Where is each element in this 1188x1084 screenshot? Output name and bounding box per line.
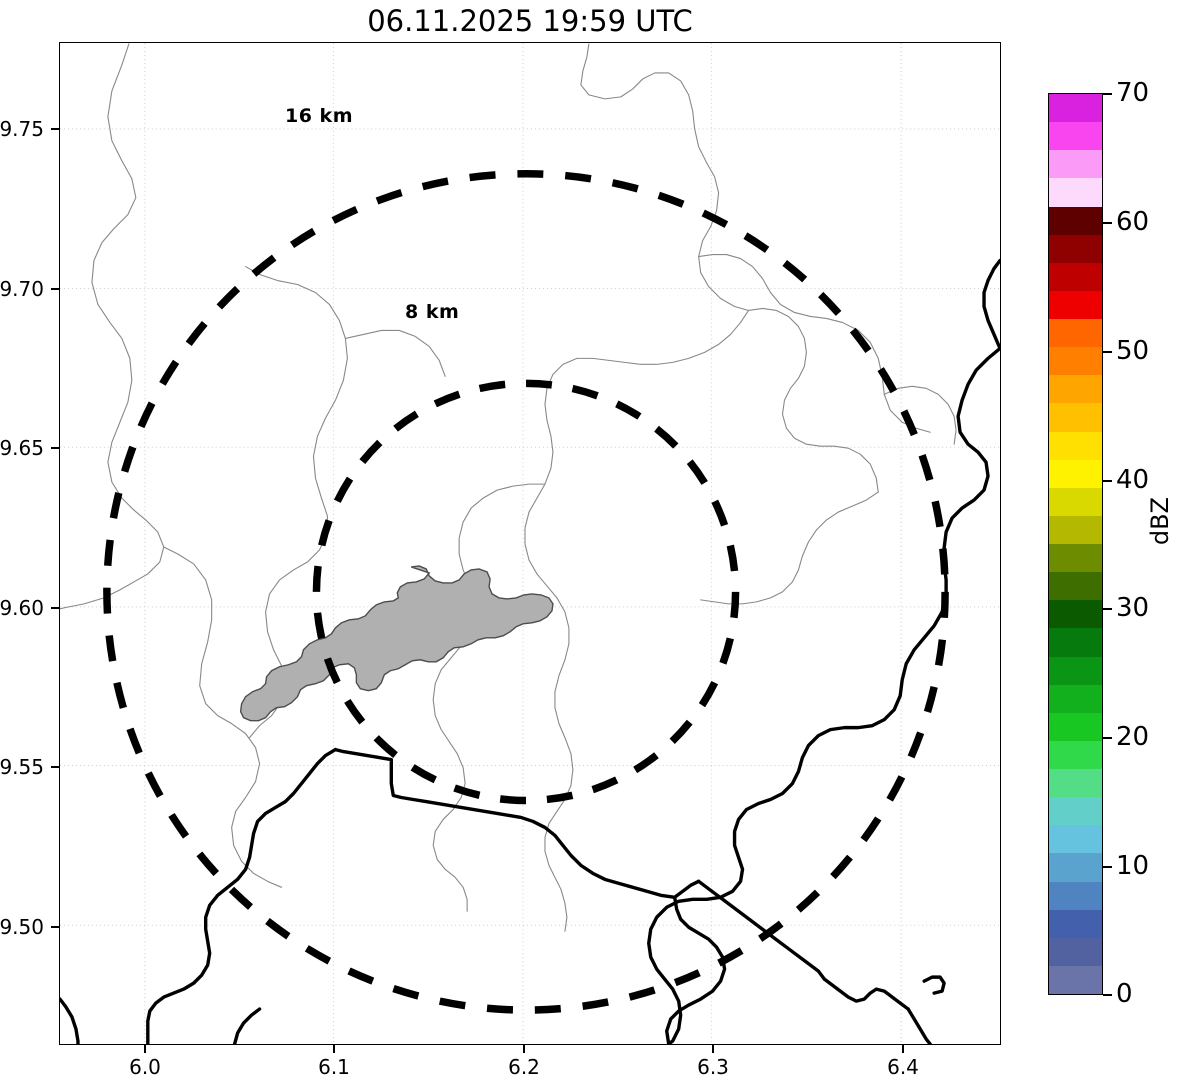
- colorbar-swatch: [1049, 797, 1102, 826]
- colorbar-swatch: [1049, 909, 1102, 938]
- cbar-tick-60: [1103, 222, 1112, 224]
- xtick-mark: [144, 1045, 146, 1053]
- ytick-label-49-65: 49.65: [0, 436, 44, 460]
- ytick-label-49-70: 49.70: [0, 277, 44, 301]
- ytick-label-49-75: 49.75: [0, 117, 44, 141]
- cbar-tick-40: [1103, 480, 1112, 482]
- cbar-tick-label-70: 70: [1116, 78, 1150, 108]
- colorbar-swatch: [1049, 290, 1102, 319]
- xtick-label-6-3: 6.3: [697, 1055, 729, 1079]
- range-ring-label-8km: 8 km: [405, 301, 460, 323]
- colorbar-swatch: [1049, 544, 1102, 573]
- xtick-mark: [902, 1045, 904, 1053]
- admin-borders: [60, 43, 957, 932]
- cbar-tick-label-50: 50: [1116, 336, 1150, 366]
- colorbar-swatch: [1049, 712, 1102, 741]
- map-canvas: [60, 43, 1000, 1044]
- colorbar-swatch: [1049, 656, 1102, 685]
- colorbar-swatch: [1049, 769, 1102, 798]
- cbar-tick-0: [1103, 994, 1112, 996]
- national-border: [60, 258, 1000, 1044]
- gridlines: [60, 43, 1000, 1044]
- range-ring-label-16km: 16 km: [285, 105, 353, 127]
- colorbar-swatch: [1049, 628, 1102, 657]
- page-title: 06.11.2025 19:59 UTC: [367, 4, 693, 38]
- colorbar-swatch: [1049, 572, 1102, 601]
- xtick-label-6-1: 6.1: [318, 1055, 350, 1079]
- ytick-label-49-60: 49.60: [0, 596, 44, 620]
- cbar-tick-label-20: 20: [1116, 722, 1150, 752]
- xtick-mark: [333, 1045, 335, 1053]
- colorbar-swatch: [1049, 881, 1102, 910]
- xtick-label-6-2: 6.2: [508, 1055, 540, 1079]
- cbar-tick-label-30: 30: [1116, 593, 1150, 623]
- colorbar-swatch: [1049, 600, 1102, 629]
- ytick-label-49-50: 49.50: [0, 915, 44, 939]
- map-axes[interactable]: 16 km 8 km: [59, 42, 1001, 1045]
- colorbar[interactable]: [1048, 93, 1103, 995]
- cbar-tick-label-0: 0: [1116, 979, 1133, 1009]
- colorbar-swatch: [1049, 937, 1102, 966]
- ytick-mark: [51, 766, 59, 768]
- xtick-label-6-0: 6.0: [129, 1055, 161, 1079]
- cbar-tick-20: [1103, 737, 1112, 739]
- colorbar-swatch: [1049, 178, 1102, 207]
- range-ring-8km: [312, 379, 740, 805]
- colorbar-swatch: [1049, 965, 1102, 994]
- colorbar-title: dBZ: [1146, 497, 1174, 546]
- cbar-tick-70: [1103, 93, 1112, 95]
- colorbar-swatch: [1049, 740, 1102, 769]
- colorbar-swatch: [1049, 825, 1102, 854]
- colorbar-swatch: [1049, 319, 1102, 348]
- ytick-label-49-55: 49.55: [0, 755, 44, 779]
- xtick-label-6-4: 6.4: [887, 1055, 919, 1079]
- colorbar-swatch: [1049, 262, 1102, 291]
- cbar-tick-label-40: 40: [1116, 465, 1150, 495]
- ytick-mark: [51, 128, 59, 130]
- colorbar-swatch: [1049, 94, 1102, 123]
- cbar-tick-30: [1103, 608, 1112, 610]
- cbar-tick-label-10: 10: [1116, 851, 1150, 881]
- colorbar-swatch: [1049, 459, 1102, 488]
- ytick-mark: [51, 447, 59, 449]
- colorbar-swatch: [1049, 375, 1102, 404]
- ytick-mark: [51, 607, 59, 609]
- range-ring-16km: [103, 169, 949, 1014]
- ytick-mark: [51, 288, 59, 290]
- cbar-tick-50: [1103, 351, 1112, 353]
- colorbar-swatch: [1049, 403, 1102, 432]
- colorbar-swatch: [1049, 150, 1102, 179]
- range-rings: [103, 169, 949, 1014]
- cbar-tick-label-60: 60: [1116, 207, 1150, 237]
- colorbar-swatch: [1049, 487, 1102, 516]
- colorbar-swatch: [1049, 347, 1102, 376]
- ytick-mark: [51, 926, 59, 928]
- colorbar-swatch: [1049, 431, 1102, 460]
- colorbar-swatch: [1049, 206, 1102, 235]
- city-polygon: [239, 565, 554, 722]
- colorbar-swatch: [1049, 515, 1102, 544]
- xtick-mark: [712, 1045, 714, 1053]
- colorbar-swatch: [1049, 122, 1102, 151]
- xtick-mark: [523, 1045, 525, 1053]
- colorbar-swatch: [1049, 853, 1102, 882]
- cbar-tick-10: [1103, 866, 1112, 868]
- colorbar-swatch: [1049, 234, 1102, 263]
- colorbar-swatch: [1049, 684, 1102, 713]
